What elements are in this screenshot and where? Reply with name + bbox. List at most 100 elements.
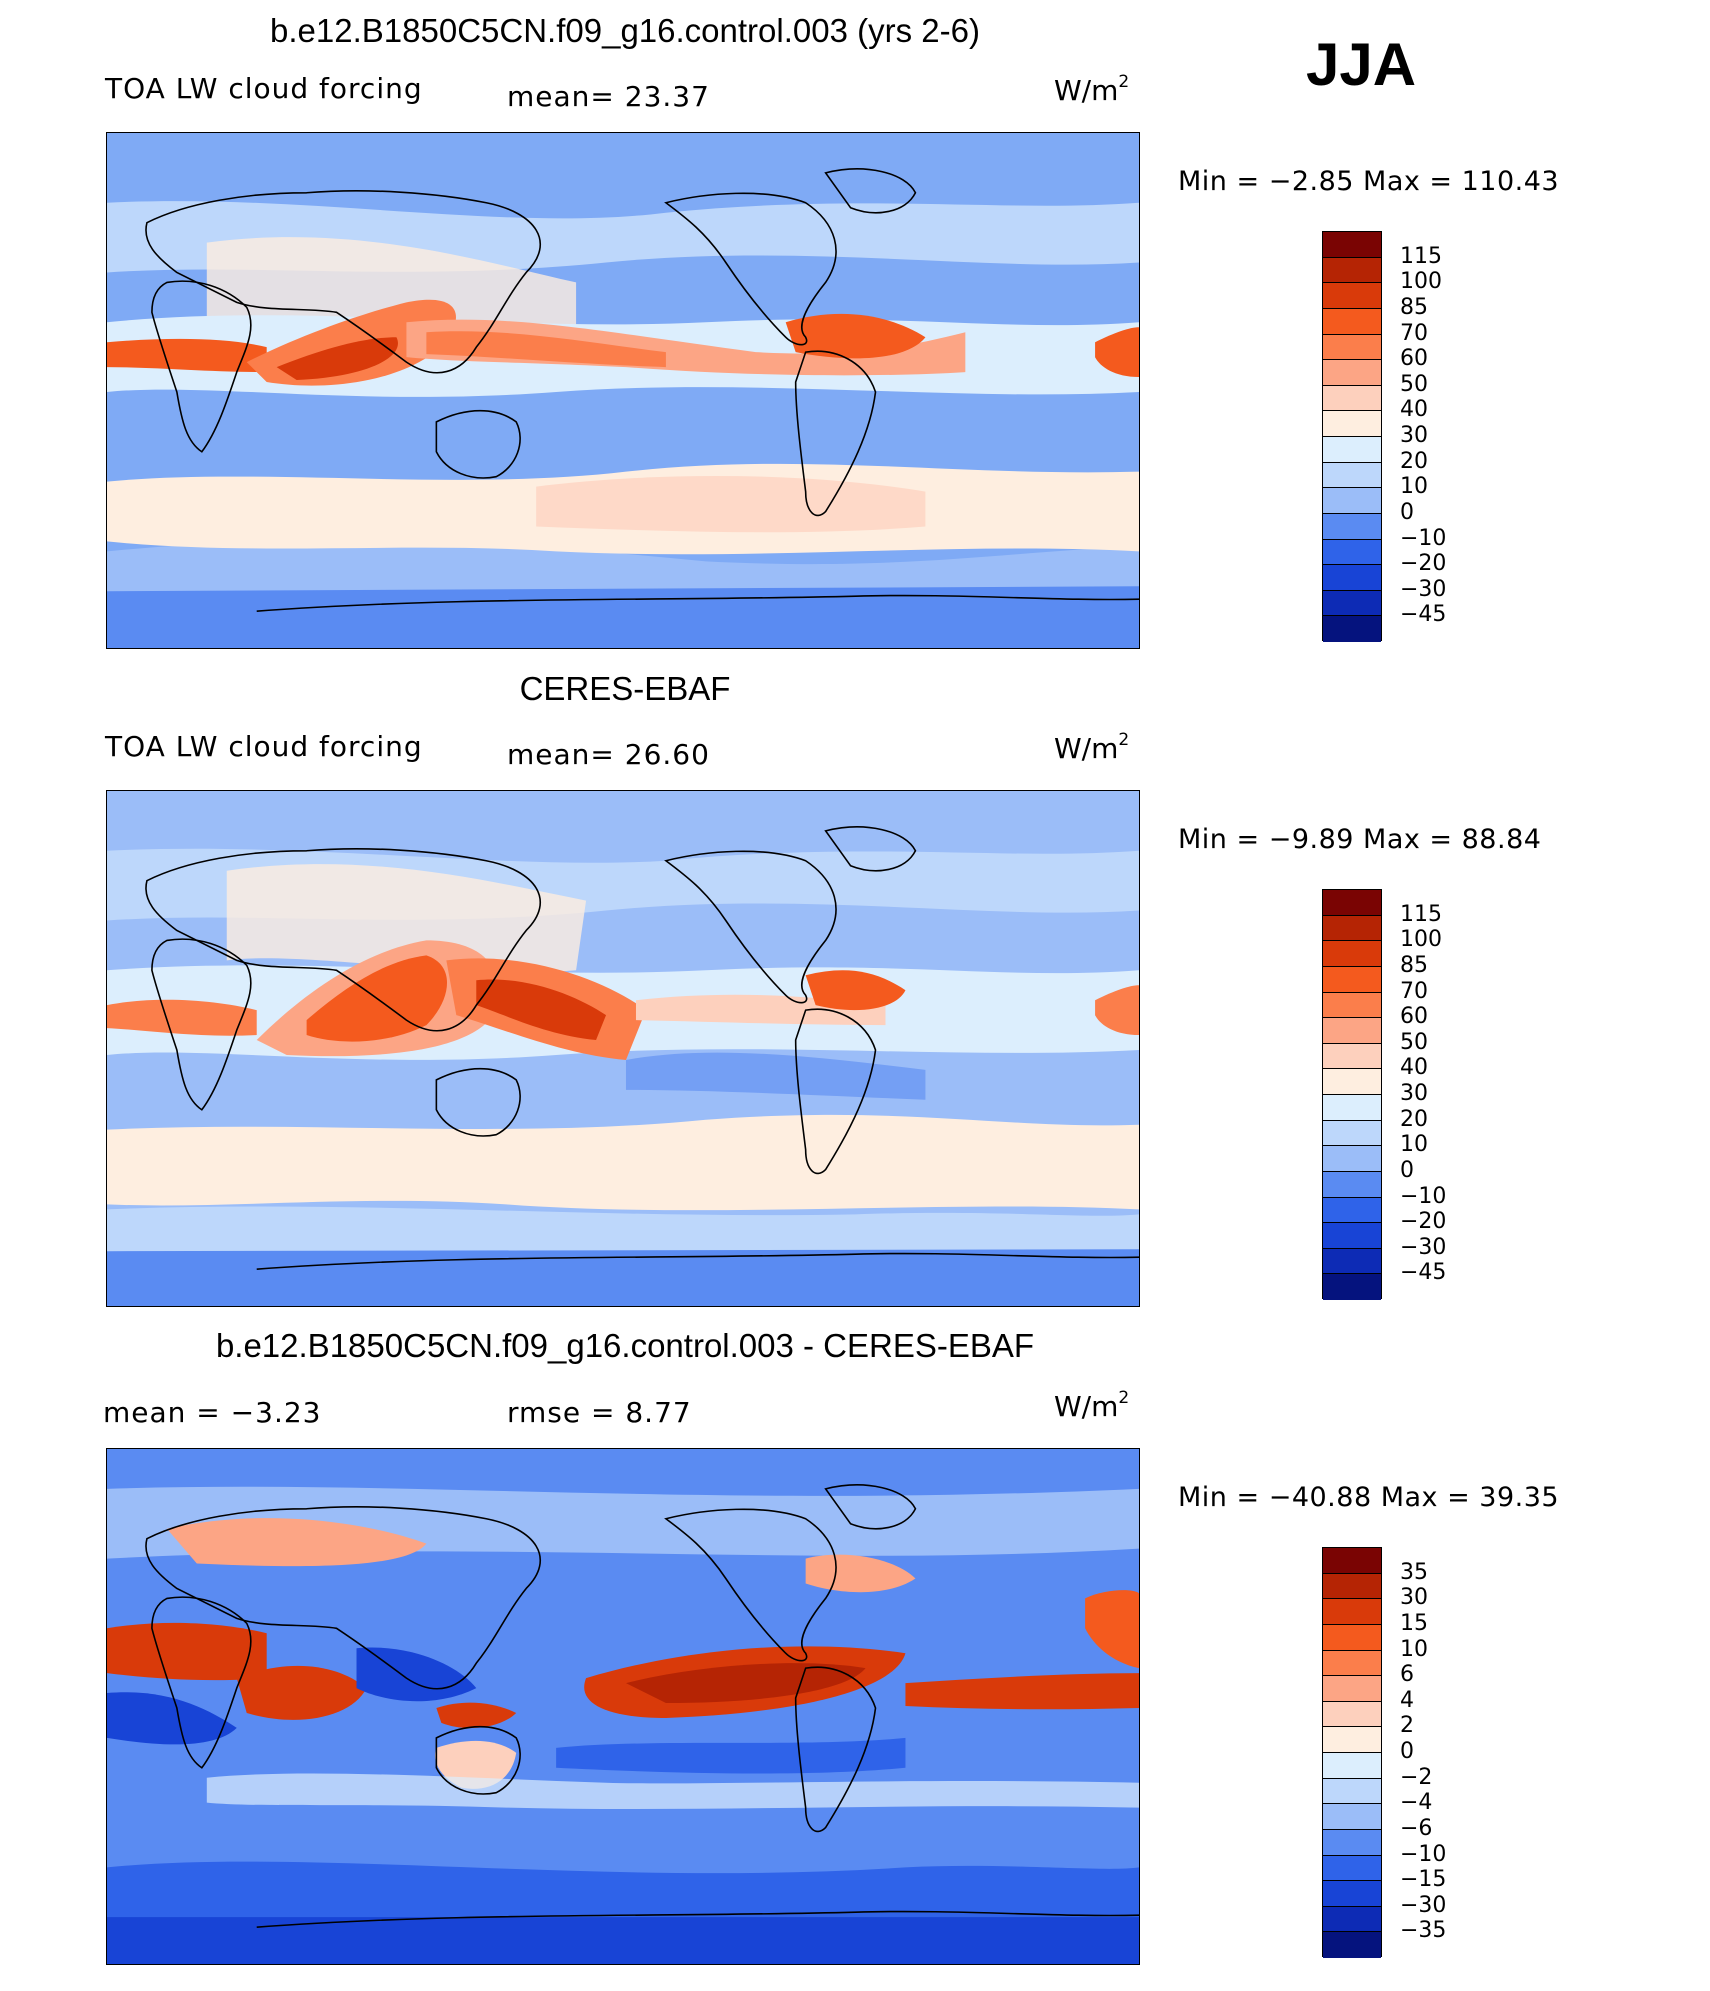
minmax-label-diff: Min = −40.88 Max = 39.35	[1178, 1482, 1560, 1513]
colorbar-swatch	[1323, 257, 1381, 284]
colorbar-swatch	[1323, 1701, 1381, 1728]
colorbar-tick-label: −35	[1400, 1918, 1447, 1944]
units-label-model: W/m2	[1054, 72, 1130, 107]
colorbar-swatch	[1323, 308, 1381, 335]
colorbar-tick-label: 115	[1400, 243, 1442, 269]
colorbar-swatch	[1323, 1676, 1381, 1702]
colorbar-swatch	[1323, 462, 1381, 489]
colorbar-swatch	[1323, 1197, 1381, 1224]
colorbar-model	[1322, 231, 1382, 642]
colorbar-swatch	[1323, 385, 1381, 412]
colorbar-swatch	[1323, 590, 1381, 617]
colorbar-swatch	[1323, 411, 1381, 437]
minmax-label-model: Min = −2.85 Max = 110.43	[1178, 166, 1560, 197]
colorbar-tick-label: −10	[1400, 525, 1447, 551]
colorbar-swatch	[1323, 283, 1381, 309]
colorbar-swatch	[1323, 1753, 1381, 1779]
colorbar-diff	[1322, 1547, 1382, 1958]
colorbar-tick-label: 6	[1400, 1662, 1414, 1688]
colorbar-tick-label: −30	[1400, 1892, 1447, 1918]
colorbar-swatch	[1323, 1829, 1381, 1856]
variable-label-obs: TOA LW cloud forcing	[105, 730, 423, 763]
colorbar-swatch	[1323, 1248, 1381, 1275]
mean-label-diff: mean = −3.23	[103, 1396, 322, 1429]
colorbar-swatch	[1323, 992, 1381, 1019]
colorbar-swatch	[1323, 539, 1381, 566]
colorbar-tick-label: −20	[1400, 1209, 1447, 1235]
colorbar-tick-label: 115	[1400, 901, 1442, 927]
colorbar-swatch	[1323, 488, 1381, 514]
map-model	[106, 132, 1140, 649]
colorbar-tick-label: 50	[1400, 371, 1428, 397]
colorbar-swatch	[1323, 1906, 1381, 1933]
colorbar-swatch	[1323, 966, 1381, 993]
colorbar-swatch	[1323, 941, 1381, 967]
colorbar-swatch	[1323, 1146, 1381, 1172]
colorbar-obs	[1322, 889, 1382, 1300]
colorbar-tick-label: 40	[1400, 397, 1428, 423]
colorbar-swatch	[1323, 565, 1381, 591]
panel-title-obs: CERES-EBAF	[519, 670, 731, 707]
rmse-label-diff: rmse = 8.77	[507, 1396, 692, 1429]
colorbar-swatch	[1323, 232, 1381, 258]
variable-label-model: TOA LW cloud forcing	[105, 72, 423, 105]
colorbar-tick-label: 20	[1400, 448, 1428, 474]
colorbar-swatch	[1323, 513, 1381, 540]
colorbar-tick-label: 60	[1400, 1004, 1428, 1030]
colorbar-tick-label: 100	[1400, 927, 1442, 953]
colorbar-swatch	[1323, 1881, 1381, 1907]
colorbar-tick-label: 2	[1400, 1713, 1414, 1739]
colorbar-swatch	[1323, 1548, 1381, 1574]
minmax-label-obs: Min = −9.89 Max = 88.84	[1178, 824, 1542, 855]
season-label: JJA	[1306, 31, 1417, 98]
colorbar-tick-label: 30	[1400, 423, 1428, 448]
colorbar-tick-label: 60	[1400, 346, 1428, 372]
colorbar-swatch	[1323, 1727, 1381, 1753]
units-label-diff: W/m2	[1054, 1388, 1130, 1423]
colorbar-swatch	[1323, 616, 1381, 642]
colorbar-labels-diff: 35 30 15 10 6 4 2 0 −2 −4 −6 −10 −15 −30 −35	[1400, 1547, 1490, 1957]
colorbar-tick-label: −45	[1400, 1260, 1447, 1286]
colorbar-swatch	[1323, 1932, 1381, 1958]
colorbar-tick-label: −6	[1400, 1815, 1433, 1841]
colorbar-swatch	[1323, 1804, 1381, 1830]
colorbar-labels-obs: 115 100 85 70 60 50 40 30 20 10 0 −10 −20 −30 −45	[1400, 889, 1490, 1299]
colorbar-tick-label: 20	[1400, 1106, 1428, 1132]
colorbar-tick-label: 15	[1400, 1610, 1428, 1636]
colorbar-tick-label: 0	[1400, 1157, 1414, 1183]
colorbar-tick-label: −30	[1400, 1234, 1447, 1260]
colorbar-swatch	[1323, 334, 1381, 361]
colorbar-tick-label: 0	[1400, 499, 1414, 525]
colorbar-tick-label: −2	[1400, 1764, 1433, 1790]
colorbar-tick-label: −10	[1400, 1841, 1447, 1867]
mean-label-model: mean= 23.37	[507, 80, 710, 113]
colorbar-tick-label: 40	[1400, 1055, 1428, 1081]
colorbar-swatch	[1323, 1018, 1381, 1044]
colorbar-swatch	[1323, 915, 1381, 942]
colorbar-tick-label: 50	[1400, 1029, 1428, 1055]
colorbar-tick-label: −20	[1400, 551, 1447, 577]
colorbar-tick-label: 30	[1400, 1081, 1428, 1106]
map-obs	[106, 790, 1140, 1307]
colorbar-labels-model: 115 100 85 70 60 50 40 30 20 10 0 −10 −20 −30 −45	[1400, 231, 1490, 641]
colorbar-swatch	[1323, 1778, 1381, 1805]
colorbar-tick-label: 10	[1400, 1132, 1428, 1158]
colorbar-tick-label: 10	[1400, 474, 1428, 500]
colorbar-swatch	[1323, 1171, 1381, 1198]
colorbar-tick-label: 70	[1400, 320, 1428, 346]
colorbar-tick-label: −30	[1400, 576, 1447, 602]
colorbar-tick-label: 30	[1400, 1585, 1428, 1611]
colorbar-tick-label: 0	[1400, 1739, 1414, 1764]
colorbar-swatch	[1323, 1599, 1381, 1625]
colorbar-tick-label: 4	[1400, 1687, 1414, 1713]
units-label-obs: W/m2	[1054, 730, 1130, 765]
colorbar-tick-label: −4	[1400, 1790, 1433, 1816]
panel-title-diff: b.e12.B1850C5CN.f09_g16.control.003 - CE…	[215, 1327, 1035, 1364]
colorbar-swatch	[1323, 1069, 1381, 1095]
colorbar-tick-label: 100	[1400, 269, 1442, 295]
mean-label-obs: mean= 26.60	[507, 738, 710, 771]
colorbar-swatch	[1323, 1223, 1381, 1249]
colorbar-tick-label: 35	[1400, 1559, 1428, 1585]
colorbar-tick-label: −45	[1400, 602, 1447, 628]
colorbar-tick-label: 70	[1400, 978, 1428, 1004]
